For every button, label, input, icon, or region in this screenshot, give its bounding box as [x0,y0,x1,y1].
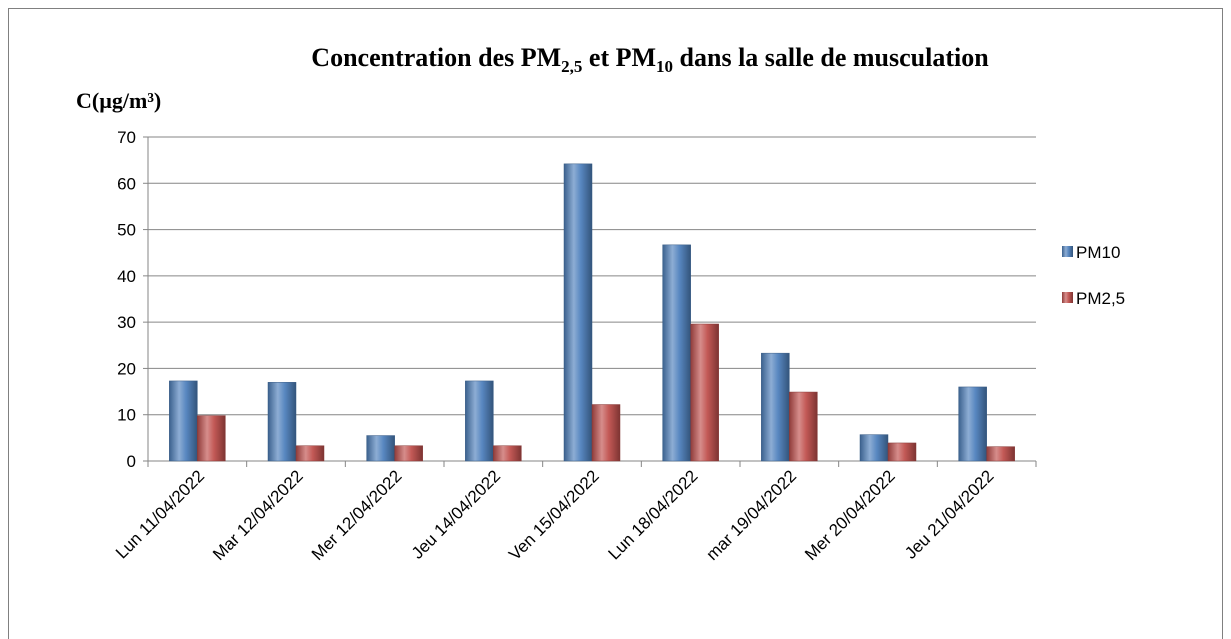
legend-swatch [1062,292,1073,303]
y-tick-label: 10 [117,406,136,425]
bar [591,404,621,462]
y-tick-label: 0 [127,452,136,471]
title-part: et PM [582,43,656,72]
chart-title: Concentration des PM2,5 et PM10 dans la … [311,43,989,76]
y-tick-label: 20 [117,359,136,378]
title-part: Concentration des PM [311,43,561,72]
bar [958,386,987,462]
title-part: dans la salle de musculation [673,43,989,72]
title-part: 2,5 [561,57,582,76]
bar [986,446,1015,462]
legend-label: PM2,5 [1076,289,1125,308]
legend-label: PM10 [1076,243,1120,262]
bar [662,244,691,462]
title-part: 10 [656,57,673,76]
bar [887,442,917,462]
bar [394,445,423,462]
bar [267,382,297,462]
bar [761,352,790,462]
y-tick-label: 40 [117,267,136,286]
bar [690,323,719,462]
chart-frame [8,8,1223,639]
bar [789,391,818,462]
y-tick-label: 70 [117,128,136,147]
bar [465,380,494,462]
bar [493,445,522,462]
bar [859,434,889,462]
legend-swatch [1062,246,1073,257]
y-axis-label: C(µg/m³) [76,88,161,113]
bar [563,163,593,462]
bar [295,445,325,462]
y-tick-label: 60 [117,174,136,193]
bar [366,435,395,462]
bar [197,415,226,462]
y-tick-label: 30 [117,313,136,332]
y-tick-label: 50 [117,221,136,240]
bar [169,380,198,462]
